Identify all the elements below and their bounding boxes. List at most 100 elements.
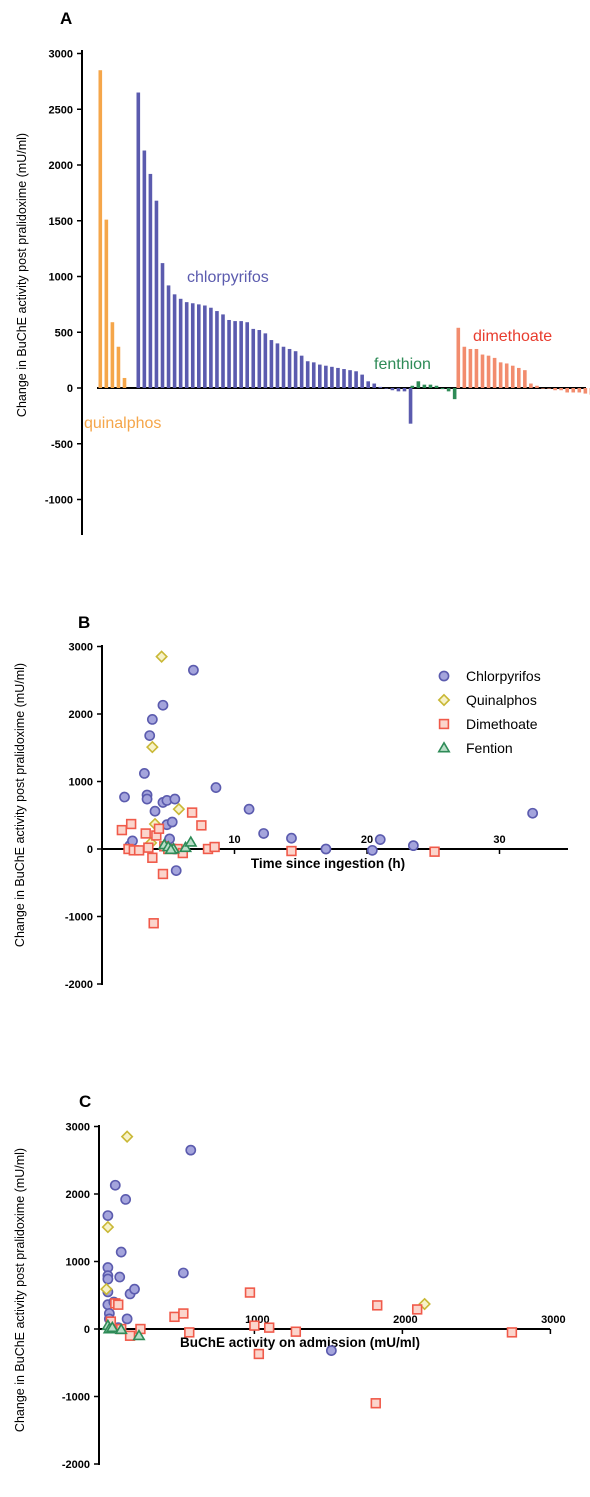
legend-marker-chlorpyrifos bbox=[438, 670, 450, 682]
bar-chlorpyrifos bbox=[342, 369, 346, 388]
bar-chlorpyrifos bbox=[190, 303, 195, 388]
panel-a-ytick-label: 1000 bbox=[49, 272, 73, 284]
point-chlorpyrifos bbox=[166, 816, 178, 828]
point-dimethoate bbox=[169, 1311, 180, 1323]
point-dimethoate bbox=[184, 1327, 195, 1338]
legend-label-quinalphos: Quinalphos bbox=[466, 692, 537, 708]
bar-chlorpyrifos bbox=[311, 362, 316, 388]
point-chlorpyrifos bbox=[149, 805, 161, 817]
bar-fenthion bbox=[422, 384, 427, 388]
point-dimethoate bbox=[506, 1327, 518, 1338]
bar-dimethoate bbox=[510, 365, 515, 388]
bar-chlorpyrifos bbox=[227, 319, 231, 388]
point-chlorpyrifos bbox=[109, 1179, 121, 1191]
panel-c-xlabel: BuChE activity on admission (mU/ml) bbox=[180, 1335, 420, 1350]
point-quinalphos bbox=[101, 1220, 115, 1234]
panel-c-ytick-label: 0 bbox=[84, 1324, 90, 1336]
point-dimethoate bbox=[186, 807, 198, 818]
bar-quinalphos bbox=[122, 377, 127, 388]
point-dimethoate bbox=[113, 1299, 124, 1310]
point-chlorpyrifos bbox=[157, 699, 169, 711]
point-dimethoate bbox=[244, 1287, 256, 1298]
bar-chlorpyrifos bbox=[209, 307, 213, 388]
bar-dimethoate bbox=[498, 362, 503, 388]
panel-c-ytick-label: -1000 bbox=[62, 1392, 90, 1404]
panel-a-bar-chart: A Change in BuChE activity post pralidox… bbox=[15, 9, 590, 535]
bar-chlorpyrifos bbox=[184, 302, 189, 388]
bar-dimethoate bbox=[577, 388, 582, 393]
panel-a-ytick-label: 1500 bbox=[49, 216, 73, 228]
bar-chlorpyrifos bbox=[408, 388, 413, 424]
point-fention bbox=[132, 1328, 146, 1341]
panel-a-ytick-label: 3000 bbox=[49, 49, 73, 61]
point-dimethoate bbox=[178, 1308, 189, 1319]
bar-chlorpyrifos bbox=[390, 388, 395, 391]
panel-c-scatter-chart: C Change in BuChE activity post pralidox… bbox=[13, 1092, 566, 1471]
bar-quinalphos bbox=[116, 346, 121, 388]
bar-chlorpyrifos bbox=[281, 346, 286, 388]
panel-b-scatter-chart: B Change in BuChE activity post pralidox… bbox=[13, 613, 568, 991]
bar-chlorpyrifos bbox=[221, 314, 225, 388]
panel-b-xlabel: Time since ingestion (h) bbox=[251, 856, 405, 871]
point-dimethoate bbox=[429, 846, 440, 857]
bar-chlorpyrifos bbox=[197, 304, 201, 388]
panel-b-ytick-label: 0 bbox=[87, 844, 93, 856]
bar-chlorpyrifos bbox=[360, 374, 364, 388]
point-fention bbox=[178, 840, 193, 853]
bar-chlorpyrifos bbox=[378, 386, 383, 388]
bar-quinalphos bbox=[104, 219, 109, 388]
panel-a-ytick-label: 2000 bbox=[49, 160, 73, 172]
panel-b-ytick-label: -2000 bbox=[65, 979, 93, 991]
panel-c-points bbox=[100, 1130, 518, 1409]
panel-c-ytick-label: -2000 bbox=[62, 1459, 90, 1471]
bar-dimethoate bbox=[541, 388, 545, 389]
legend-marker-quinalphos bbox=[437, 693, 451, 707]
panel-b-ytick-label: 3000 bbox=[69, 642, 93, 654]
point-chlorpyrifos bbox=[141, 793, 153, 805]
legend-marker-fention bbox=[437, 741, 451, 753]
bar-chlorpyrifos bbox=[160, 263, 165, 388]
point-dimethoate bbox=[253, 1348, 265, 1360]
panel-b-ylabel: Change in BuChE activity post pralidoxim… bbox=[13, 663, 27, 947]
point-chlorpyrifos bbox=[325, 1345, 337, 1356]
point-dimethoate bbox=[143, 842, 154, 853]
bar-dimethoate bbox=[553, 388, 557, 391]
point-dimethoate bbox=[125, 818, 137, 830]
label-chlorpyrifos: chlorpyrifos bbox=[187, 269, 269, 286]
panel-b-xtick-label: 10 bbox=[228, 834, 240, 846]
bar-chlorpyrifos bbox=[269, 340, 274, 388]
panel-a-ytick-label: -500 bbox=[51, 439, 73, 451]
bar-dimethoate bbox=[517, 367, 521, 388]
bar-dimethoate bbox=[559, 388, 563, 391]
label-quinalphos: quinalphos bbox=[84, 415, 161, 432]
panel-c-ytick-label: 2000 bbox=[66, 1189, 90, 1201]
point-quinalphos bbox=[172, 802, 186, 816]
bar-quinalphos bbox=[98, 70, 103, 388]
point-dimethoate bbox=[140, 828, 151, 839]
point-dimethoate bbox=[209, 841, 220, 853]
point-quinalphos bbox=[100, 1282, 113, 1296]
point-chlorpyrifos bbox=[102, 1210, 114, 1221]
legend-marker-dimethoate bbox=[438, 718, 450, 730]
panel-b-points bbox=[116, 650, 539, 929]
point-chlorpyrifos bbox=[120, 1194, 132, 1205]
bar-chlorpyrifos bbox=[178, 298, 183, 388]
point-dimethoate bbox=[133, 845, 145, 856]
bar-dimethoate bbox=[523, 370, 527, 388]
bar-dimethoate bbox=[504, 363, 509, 388]
point-chlorpyrifos bbox=[121, 1313, 133, 1325]
point-dimethoate bbox=[411, 1304, 423, 1315]
panel-a-ylabel: Change in BuChE activity post pralidoxim… bbox=[15, 133, 29, 417]
bar-chlorpyrifos bbox=[257, 330, 262, 388]
point-chlorpyrifos bbox=[243, 803, 255, 815]
point-quinalphos bbox=[155, 650, 168, 663]
point-dimethoate bbox=[124, 1330, 136, 1341]
bar-chlorpyrifos bbox=[275, 343, 280, 388]
bar-chlorpyrifos bbox=[384, 388, 389, 389]
panel-a-ytick-label: 2500 bbox=[49, 104, 73, 116]
point-chlorpyrifos bbox=[146, 714, 158, 725]
bar-chlorpyrifos bbox=[348, 370, 352, 388]
point-fention bbox=[114, 1322, 128, 1335]
point-dimethoate bbox=[290, 1326, 302, 1337]
